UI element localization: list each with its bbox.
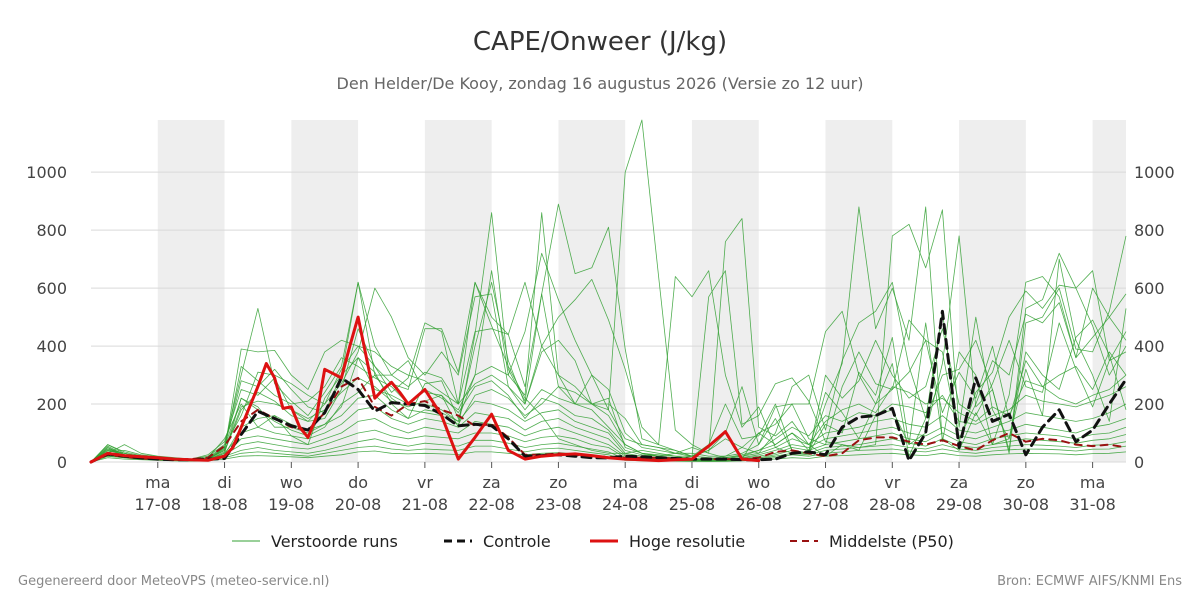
x-tick-day-0: ma: [145, 473, 170, 492]
ensemble-run-17: [90, 445, 1127, 463]
x-tick-day-9: wo: [747, 473, 770, 492]
x-tick-date-2: 19-08: [268, 495, 315, 514]
legend-control-label: Controle: [483, 532, 551, 551]
x-tick-day-1: di: [217, 473, 232, 492]
y-tick-left-0: 0: [57, 453, 67, 472]
y-axis-left: 0 200 400 600 800 1000: [26, 163, 67, 472]
ensemble-run-5: [90, 203, 1127, 463]
x-tick-date-11: 28-08: [869, 495, 916, 514]
chart-title: CAPE/Onweer (J/kg): [473, 27, 727, 57]
x-axis: ma 17-08 di 18-08 wo 19-08 do 20-08 vr 21-08 za 22-…: [135, 462, 1116, 514]
x-tick-date-12: 29-08: [936, 495, 983, 514]
y-tick-left-600: 600: [36, 279, 67, 298]
y-tick-right-800: 800: [1134, 221, 1165, 240]
shaded-day-7: [1092, 120, 1126, 462]
main-series-lines: [89, 309, 1128, 464]
y-tick-right-1000: 1000: [1134, 163, 1175, 182]
x-tick-date-10: 27-08: [802, 495, 849, 514]
x-tick-day-7: ma: [612, 473, 637, 492]
x-tick-date-6: 23-08: [535, 495, 582, 514]
x-tick-date-4: 21-08: [402, 495, 449, 514]
x-tick-date-13: 30-08: [1003, 495, 1050, 514]
y-tick-right-0: 0: [1134, 453, 1144, 472]
x-tick-day-12: za: [950, 473, 968, 492]
series-line-hires: [89, 315, 761, 464]
y-tick-left-1000: 1000: [26, 163, 67, 182]
x-tick-day-4: vr: [417, 473, 433, 492]
x-tick-date-3: 20-08: [335, 495, 382, 514]
legend-hires-label: Hoge resolutie: [629, 532, 745, 551]
footer-source: Bron: ECMWF AIFS/KNMI Ens: [997, 574, 1182, 589]
x-tick-date-5: 22-08: [468, 495, 515, 514]
y-tick-right-200: 200: [1134, 395, 1165, 414]
x-tick-date-9: 26-08: [735, 495, 782, 514]
ensemble-run-11: [90, 377, 1127, 463]
y-tick-right-400: 400: [1134, 337, 1165, 356]
x-tick-day-14: ma: [1080, 473, 1105, 492]
shaded-day-1: [291, 120, 359, 462]
ensemble-run-1: [90, 235, 1127, 463]
shaded-day-0: [157, 120, 225, 462]
ensemble-run-13: [90, 406, 1127, 463]
x-tick-day-11: vr: [884, 473, 900, 492]
x-tick-date-7: 24-08: [602, 495, 649, 514]
legend-ensemble-label: Verstoorde runs: [271, 532, 398, 551]
ensemble-run-12: [90, 394, 1127, 463]
ensemble-run-3: [90, 209, 1127, 463]
x-tick-day-3: do: [348, 473, 368, 492]
ensemble-run-14: [90, 418, 1127, 463]
ensemble-run-7: [90, 252, 1127, 463]
legend: Verstoorde runs Controle Hoge resolutie …: [232, 532, 954, 551]
x-tick-day-13: zo: [1017, 473, 1035, 492]
x-tick-day-6: zo: [549, 473, 567, 492]
gridlines: [91, 171, 1126, 463]
legend-median-label: Middelste (P50): [829, 532, 954, 551]
series-line-control: [89, 309, 1128, 464]
ensemble-run-9: [90, 322, 1127, 463]
x-tick-day-10: do: [816, 473, 836, 492]
y-axis-right: 0 200 400 600 800 1000: [1134, 163, 1175, 472]
y-tick-left-200: 200: [36, 395, 67, 414]
footer-generated: Gegenereerd door MeteoVPS (meteo-service…: [18, 574, 329, 589]
x-tick-date-1: 18-08: [201, 495, 248, 514]
x-tick-day-2: wo: [280, 473, 303, 492]
ensemble-run-16: [90, 438, 1127, 463]
y-tick-left-800: 800: [36, 221, 67, 240]
x-tick-date-8: 25-08: [669, 495, 716, 514]
x-tick-date-0: 17-08: [135, 495, 182, 514]
x-tick-date-14: 31-08: [1069, 495, 1116, 514]
x-tick-day-5: za: [483, 473, 501, 492]
y-tick-left-400: 400: [36, 337, 67, 356]
x-tick-day-8: di: [685, 473, 700, 492]
y-tick-right-600: 600: [1134, 279, 1165, 298]
ensemble-run-4: [90, 206, 1127, 463]
chart-subtitle: Den Helder/De Kooy, zondag 16 augustus 2…: [337, 74, 864, 93]
day-shading: [157, 120, 1126, 462]
